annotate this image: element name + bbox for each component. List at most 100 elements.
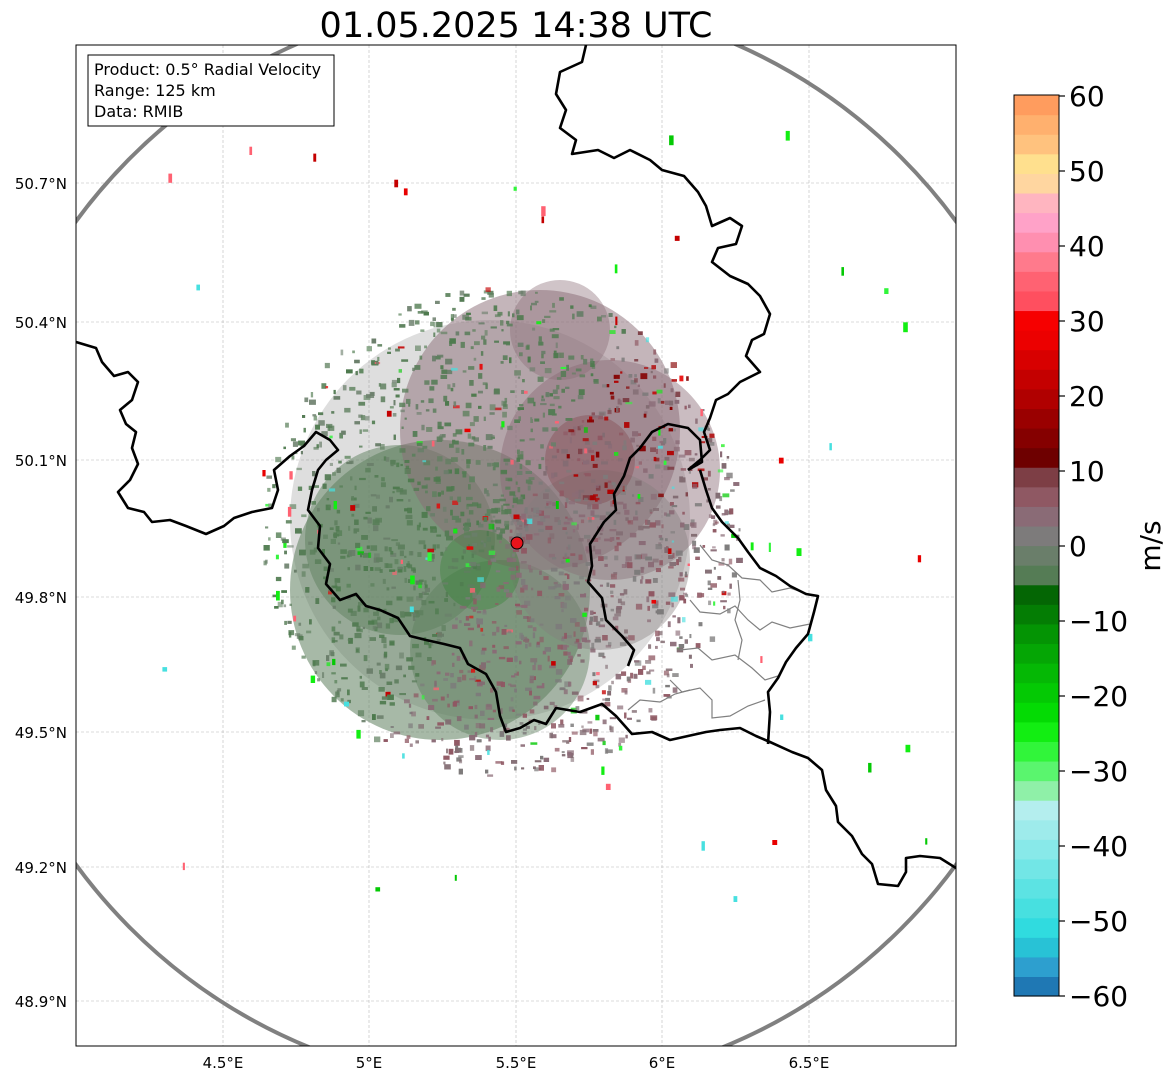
echo-pixel [724,477,730,481]
echo-pixel [415,404,419,410]
echo-pixel [511,675,516,678]
echo-pixel [602,740,606,746]
echo-pixel [417,448,424,453]
echo-pixel [630,672,634,679]
echo-pixel [347,597,352,600]
echo-pixel [519,404,524,407]
echo-pixel [368,620,375,625]
echo-pixel [644,411,648,414]
echo-pixel [370,567,374,571]
echo-pixel [560,371,567,377]
echo-pixel [631,710,637,713]
echo-pixel [491,462,495,467]
echo-pixel [385,505,390,509]
echo-pixel [589,728,593,734]
echo-pixel [522,585,528,589]
echo-pixel [376,662,381,666]
echo-pixel [680,587,686,591]
echo-pixel [563,521,570,525]
echo-pixel [578,448,583,455]
echo-pixel [358,401,366,406]
echo-pixel [524,519,529,526]
echo-pixel [683,598,687,604]
echo-pixel [572,492,579,497]
echo-pixel [437,722,444,726]
echo-pixel [378,383,381,387]
echo-pixel [441,738,444,742]
echo-pixel [731,533,737,538]
echo-pixel [496,687,499,691]
echo-pixel [673,446,680,452]
echo-pixel [296,467,302,471]
echo-pixel [645,405,650,409]
echo-pixel [322,483,327,489]
echo-pixel [604,748,609,754]
echo-pixel [268,503,272,507]
echo-pixel [284,550,287,555]
echo-pixel [514,766,517,771]
echo-pixel [658,427,661,436]
echo-pixel [616,542,622,546]
echo-pixel [573,510,578,514]
map-title: 01.05.2025 14:38 UTC [319,6,713,46]
echo-pixel [468,510,474,515]
echo-pixel [456,716,462,722]
echo-pixel [466,546,474,550]
echo-pixel [595,485,601,491]
echo-pixel [473,416,479,422]
echo-pixel [564,681,571,688]
echo-pixel [653,508,659,511]
echo-pixel [616,346,620,350]
echo-pixel [678,556,682,563]
echo-pixel [467,433,472,439]
echo-pixel [530,742,538,745]
echo-pixel [654,600,659,606]
lat-tick-label: 49.8°N [15,589,67,607]
echo-pixel [459,620,462,624]
echo-pixel [520,494,526,500]
echo-pixel [546,501,552,505]
echo-pixel [395,542,400,546]
echo-pixel [431,739,436,743]
echo-pixel [409,711,413,715]
echo-pixel [925,838,928,845]
lon-tick-label: 4.5°E [203,1054,244,1072]
echo-pixel [541,683,545,689]
echo-pixel [525,725,530,729]
echo-pixel [459,669,464,674]
echo-pixel [444,598,448,602]
echo-pixel [521,390,525,394]
echo-pixel [490,558,497,562]
echo-pixel [626,676,631,682]
echo-pixel [715,521,719,524]
echo-pixel [443,761,446,765]
echo-pixel [404,417,407,420]
echo-pixel [284,620,287,625]
echo-pixel [692,483,698,489]
echo-pixel [579,729,587,736]
echo-pixel [514,656,518,662]
echo-pixel [424,639,429,645]
echo-pixel [272,484,276,489]
echo-pixel [602,635,608,641]
echo-pixel [445,592,448,597]
echo-pixel [620,601,626,606]
echo-pixel [674,399,680,404]
echo-pixel [323,566,330,571]
echo-pixel [503,589,510,593]
echo-pixel [672,428,676,432]
echo-pixel [394,559,399,565]
echo-pixel [485,745,491,752]
echo-pixel [584,607,589,612]
echo-pixel [519,463,523,470]
echo-pixel [736,557,743,563]
echo-pixel [595,714,600,721]
echo-pixel [406,735,411,739]
echo-pixel [590,358,594,363]
echo-pixel [505,477,513,481]
echo-pixel [448,565,454,569]
echo-pixel [397,567,403,570]
echo-pixel [361,535,368,540]
echo-pixel [588,517,592,523]
echo-pixel [538,481,543,485]
